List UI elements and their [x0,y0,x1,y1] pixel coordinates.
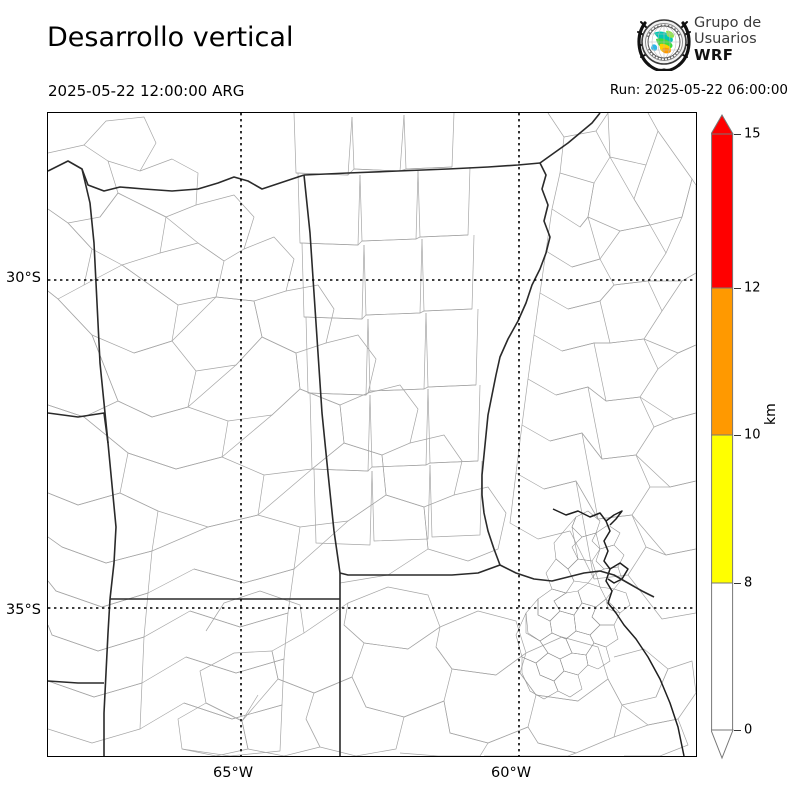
colorbar-tick-15 [734,134,741,135]
province-boundaries [48,113,655,756]
colorbar-label-12: 12 [744,280,761,296]
department-boundaries-central [293,113,483,546]
wrf-user-group-seal-icon [637,19,691,71]
department-boundaries-buenos-aires [177,586,696,756]
colorbar-tick-10 [734,435,741,436]
valid-time-label: 2025-05-22 12:00:00 ARG [48,82,245,100]
map-plot-area[interactable] [47,112,697,757]
logo-block: Grupo de Usuarios WRF [636,11,796,73]
graticule-lines [48,113,696,756]
colorbar-tick-0 [734,730,741,731]
colorbar-unit-label: km [763,403,779,425]
colorbar[interactable]: 15 12 10 8 0 km [711,112,779,762]
page-title: Desarrollo vertical [47,22,294,53]
metro-partidos [515,510,631,700]
colorbar-label-0: 0 [744,722,753,738]
colorbar-label-10: 10 [744,427,761,443]
run-time-label: Run: 2025-05-22 06:00:00 [609,82,788,98]
logo-line-3: WRF [694,46,734,65]
colorbar-label-15: 15 [744,126,761,142]
coastline [552,508,685,756]
logo-text: Grupo de Usuarios WRF [694,15,761,64]
colorbar-tick-8 [734,583,741,584]
axis-label-lon-65w: 65°W [213,765,254,781]
department-boundaries [48,116,507,756]
colorbar-swatches [711,114,734,760]
logo-line-1: Grupo de [694,15,762,31]
logo-line-2: Usuarios [694,31,757,48]
colorbar-label-8: 8 [744,575,753,591]
department-boundaries-east [509,113,696,620]
axis-label-lat-35s: 35°S [6,602,41,618]
map-boundaries [48,113,696,756]
axis-label-lon-60w: 60°W [491,765,532,781]
axis-label-lat-30s: 30°S [6,270,41,286]
colorbar-tick-12 [734,288,741,289]
